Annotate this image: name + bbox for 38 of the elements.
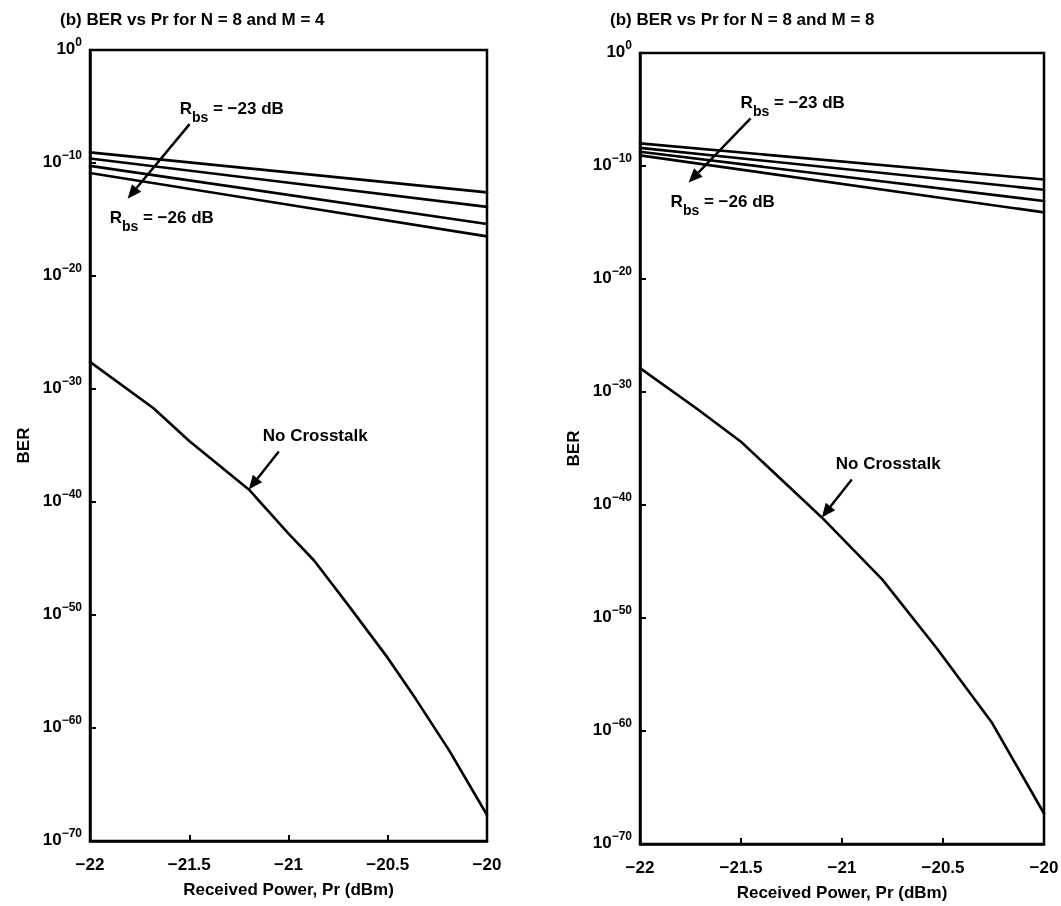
y-tick-label: 10$^{−40}$ xyxy=(42,487,83,511)
y-tick-label: 10$^{−70}$ xyxy=(42,826,83,850)
y-tick-label: 10$^{−20}$ xyxy=(592,264,633,288)
y-tick-label: 10$^{−10}$ xyxy=(42,148,83,172)
annotation: R$_{bs}$ = −23 dB xyxy=(179,99,284,125)
chart-title: (b) BER vs Pr for N = 8 and M = 4 xyxy=(60,10,326,29)
y-axis-title: BER xyxy=(564,430,583,467)
x-axis-title: Received Power, Pr (dBm) xyxy=(183,880,394,899)
y-tick-label: 10$^{−70}$ xyxy=(592,829,633,853)
y-tick-label: 10$^{0}$ xyxy=(606,38,633,62)
y-axis-title: BER xyxy=(14,427,33,464)
y-tick-label: 10$^{−50}$ xyxy=(42,600,83,624)
x-tick-label: −22 xyxy=(75,855,105,874)
y-tick-label: 10$^{−10}$ xyxy=(592,151,633,175)
chart-title: (b) BER vs Pr for N = 8 and M = 8 xyxy=(610,10,875,29)
x-axis-title: Received Power, Pr (dBm) xyxy=(736,883,948,902)
x-tick-label: −21 xyxy=(274,855,303,874)
x-tick-label: −21.5 xyxy=(719,858,763,877)
y-tick-label: 10$^{−30}$ xyxy=(42,374,83,398)
x-tick-label: −20.5 xyxy=(366,855,410,874)
y-tick-label: 10$^{−50}$ xyxy=(592,603,633,627)
annotation: R$_{bs}$ = −26 dB xyxy=(670,192,775,218)
y-tick-label: 10$^{−20}$ xyxy=(42,261,83,285)
y-tick-label: 10$^{0}$ xyxy=(56,35,83,59)
y-tick-label: 10$^{−40}$ xyxy=(592,490,633,514)
annotation: No Crosstalk xyxy=(262,426,369,446)
y-tick-label: 10$^{−30}$ xyxy=(592,377,633,401)
x-tick-label: −21 xyxy=(827,858,857,877)
annotation: R$_{bs}$ = −26 dB xyxy=(109,208,214,234)
x-tick-label: −22 xyxy=(625,858,655,877)
x-tick-label: −20 xyxy=(472,855,502,874)
y-tick-label: 10$^{−60}$ xyxy=(592,716,633,740)
x-tick-label: −20.5 xyxy=(921,858,965,877)
x-tick-label: −20 xyxy=(1029,858,1059,877)
y-tick-label: 10$^{−60}$ xyxy=(42,713,83,737)
annotation: No Crosstalk xyxy=(835,454,942,474)
x-tick-label: −21.5 xyxy=(167,855,211,874)
annotation: R$_{bs}$ = −23 dB xyxy=(740,93,845,120)
